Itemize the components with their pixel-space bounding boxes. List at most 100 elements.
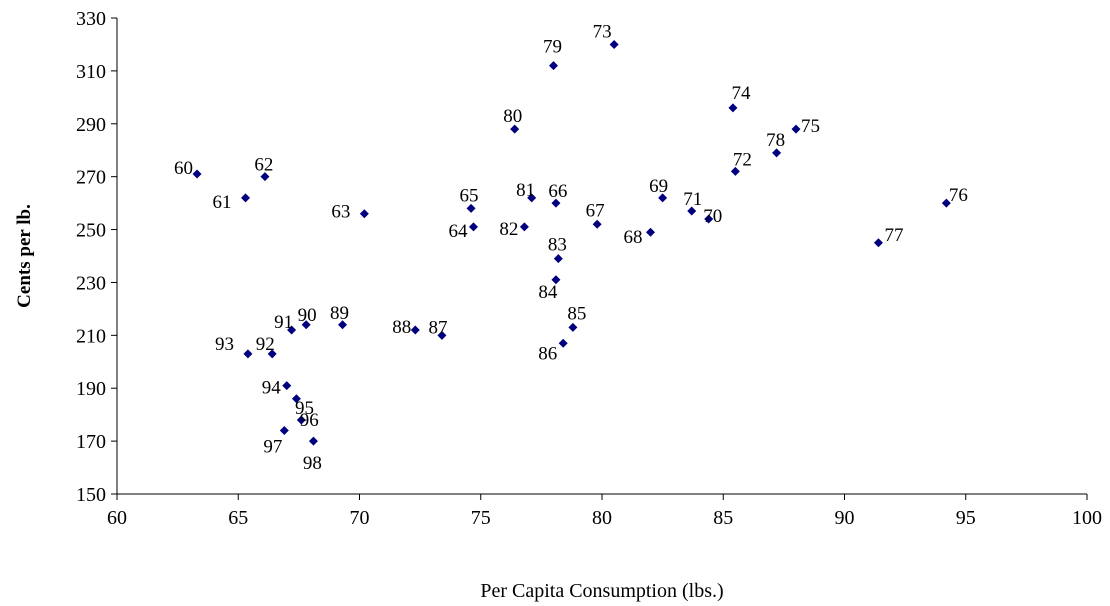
data-point-85 bbox=[568, 322, 578, 332]
x-tick-label: 85 bbox=[713, 507, 733, 529]
data-point-80 bbox=[510, 124, 520, 134]
data-point-66 bbox=[551, 198, 561, 208]
x-tick-label: 80 bbox=[592, 507, 612, 529]
data-point-71 bbox=[687, 206, 697, 216]
x-tick-label: 95 bbox=[956, 507, 976, 529]
x-tick-label: 60 bbox=[107, 507, 127, 529]
data-point-86 bbox=[558, 338, 568, 348]
point-label-68: 68 bbox=[624, 227, 643, 248]
point-label-80: 80 bbox=[503, 106, 522, 127]
data-point-83 bbox=[553, 254, 563, 264]
x-tick-label: 100 bbox=[1072, 507, 1102, 529]
point-label-61: 61 bbox=[213, 192, 232, 213]
point-label-82: 82 bbox=[499, 219, 518, 240]
y-tick-label: 170 bbox=[76, 431, 106, 453]
data-point-91 bbox=[287, 325, 297, 335]
data-point-93 bbox=[243, 349, 253, 359]
y-tick-label: 230 bbox=[76, 272, 106, 294]
point-label-70: 70 bbox=[703, 206, 722, 227]
point-label-78: 78 bbox=[766, 130, 785, 151]
point-label-76: 76 bbox=[949, 185, 968, 206]
data-point-70 bbox=[704, 214, 714, 224]
y-tick-label: 330 bbox=[76, 8, 106, 30]
y-tick-label: 210 bbox=[76, 325, 106, 347]
data-point-65 bbox=[466, 203, 476, 213]
point-label-66: 66 bbox=[548, 181, 567, 202]
x-axis-title: Per Capita Consumption (lbs.) bbox=[480, 580, 723, 602]
data-points bbox=[192, 39, 951, 446]
point-label-69: 69 bbox=[649, 176, 668, 197]
point-label-88: 88 bbox=[392, 317, 411, 338]
point-label-75: 75 bbox=[801, 116, 820, 137]
point-label-74: 74 bbox=[731, 83, 751, 104]
data-point-68 bbox=[646, 227, 655, 237]
y-tick-label: 290 bbox=[76, 114, 106, 136]
x-tick-label: 65 bbox=[228, 507, 248, 529]
point-label-83: 83 bbox=[548, 235, 567, 256]
point-label-81: 81 bbox=[516, 180, 535, 201]
point-label-71: 71 bbox=[683, 189, 702, 210]
data-point-96 bbox=[296, 415, 306, 425]
axes bbox=[116, 18, 1087, 495]
point-label-94: 94 bbox=[262, 378, 282, 399]
y-tick-label: 150 bbox=[76, 484, 106, 506]
point-label-77: 77 bbox=[884, 225, 903, 246]
x-tick-label: 90 bbox=[835, 507, 855, 529]
point-label-84: 84 bbox=[538, 282, 558, 303]
data-point-92 bbox=[267, 349, 277, 359]
point-label-67: 67 bbox=[586, 200, 605, 221]
y-tick-label: 250 bbox=[76, 220, 106, 242]
point-label-92: 92 bbox=[256, 334, 275, 355]
point-label-60: 60 bbox=[174, 158, 193, 179]
data-point-88 bbox=[410, 325, 420, 335]
data-point-94 bbox=[282, 381, 292, 391]
data-point-78 bbox=[772, 148, 782, 158]
point-label-73: 73 bbox=[593, 21, 612, 42]
point-label-63: 63 bbox=[331, 202, 350, 223]
point-label-85: 85 bbox=[567, 303, 586, 324]
data-point-97 bbox=[279, 426, 289, 436]
data-point-81 bbox=[527, 193, 537, 203]
data-point-67 bbox=[592, 219, 602, 229]
data-point-62 bbox=[260, 172, 270, 182]
data-point-79 bbox=[549, 61, 558, 71]
point-label-86: 86 bbox=[538, 343, 557, 364]
data-point-60 bbox=[192, 169, 202, 179]
data-point-61 bbox=[241, 193, 251, 203]
data-point-74 bbox=[728, 103, 738, 113]
x-tick-label: 75 bbox=[471, 507, 491, 529]
data-point-63 bbox=[359, 209, 369, 219]
y-axis-title: Cents per lb. bbox=[14, 204, 35, 308]
point-label-64: 64 bbox=[448, 221, 468, 242]
data-point-73 bbox=[609, 39, 619, 49]
data-point-64 bbox=[468, 222, 478, 232]
data-point-69 bbox=[658, 193, 668, 203]
data-point-82 bbox=[519, 222, 529, 232]
point-label-72: 72 bbox=[733, 149, 752, 170]
data-point-76 bbox=[941, 198, 951, 208]
point-label-95: 95 bbox=[295, 398, 314, 419]
y-tick-label: 270 bbox=[76, 167, 106, 189]
data-point-89 bbox=[338, 320, 348, 330]
point-label-96: 96 bbox=[300, 410, 319, 431]
data-point-95 bbox=[291, 394, 301, 404]
point-label-79: 79 bbox=[543, 37, 562, 58]
axis-ticks: 150 170 190 210 230 250 270 290 310 330 60 65 70 75 80… bbox=[76, 8, 1102, 529]
point-label-91: 91 bbox=[274, 312, 293, 333]
point-label-93: 93 bbox=[215, 334, 234, 355]
data-point-87 bbox=[437, 330, 447, 340]
data-point-90 bbox=[301, 320, 311, 330]
point-label-98: 98 bbox=[303, 453, 322, 474]
data-point-98 bbox=[308, 436, 318, 446]
point-label-90: 90 bbox=[298, 305, 317, 326]
data-point-77 bbox=[873, 238, 883, 248]
data-point-75 bbox=[791, 124, 801, 134]
point-label-65: 65 bbox=[460, 185, 479, 206]
point-label-87: 87 bbox=[428, 317, 447, 338]
point-label-62: 62 bbox=[254, 155, 273, 176]
point-label-89: 89 bbox=[330, 303, 349, 324]
data-point-84 bbox=[551, 275, 561, 285]
point-label-97: 97 bbox=[263, 437, 282, 458]
